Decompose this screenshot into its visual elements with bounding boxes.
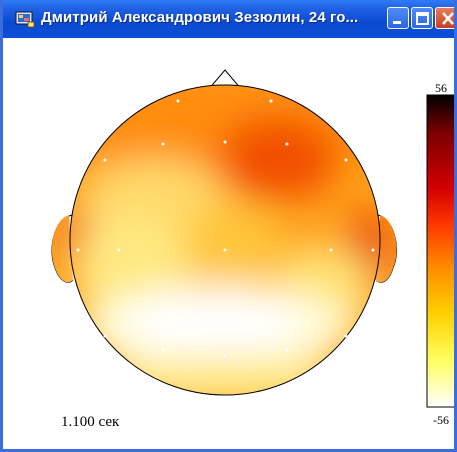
scale-max-label: 56 — [435, 81, 447, 95]
electrode-marker — [269, 99, 273, 103]
electrode-marker — [117, 248, 121, 252]
head-outline — [69, 84, 381, 396]
scale-min-label: -56 — [433, 413, 449, 427]
electrode-marker — [344, 158, 348, 162]
electrode-marker — [329, 248, 333, 252]
color-scale-bar — [426, 94, 454, 408]
electrode-marker — [371, 248, 375, 252]
electrode-marker — [223, 354, 227, 358]
electrode-marker — [176, 394, 180, 398]
electrode-marker — [103, 158, 107, 162]
electrode-marker — [223, 248, 227, 252]
minimize-icon — [393, 21, 401, 24]
electrode-marker — [269, 394, 273, 398]
app-icon[interactable] — [15, 10, 35, 28]
topomap-canvas: 1.100 сек 56 -56 — [51, 69, 454, 430]
electrode-marker — [161, 348, 165, 352]
electrode-marker — [344, 334, 348, 338]
electrode-marker — [176, 99, 180, 103]
time-label: 1.100 сек — [61, 414, 120, 430]
maximize-button[interactable] — [411, 7, 433, 29]
electrode-marker — [76, 248, 80, 252]
window-title: Дмитрий Александрович Зезюлин, 24 го... — [41, 9, 359, 26]
electrode-marker — [103, 334, 107, 338]
minimize-button[interactable] — [387, 7, 409, 29]
electrode-marker — [285, 348, 289, 352]
electrode-marker — [161, 142, 165, 146]
potential-map — [51, 85, 397, 395]
close-icon — [442, 12, 454, 25]
title-bar[interactable]: Дмитрий Александрович Зезюлин, 24 го... — [3, 0, 454, 38]
close-button[interactable] — [435, 7, 454, 29]
color-scale: 56 -56 — [426, 81, 454, 427]
topomap-view: 1.100 сек 56 -56 — [3, 38, 454, 449]
electrode-marker — [285, 142, 289, 146]
electrode-markers — [76, 99, 375, 398]
maximize-icon — [416, 12, 429, 25]
electrode-marker — [223, 140, 227, 144]
